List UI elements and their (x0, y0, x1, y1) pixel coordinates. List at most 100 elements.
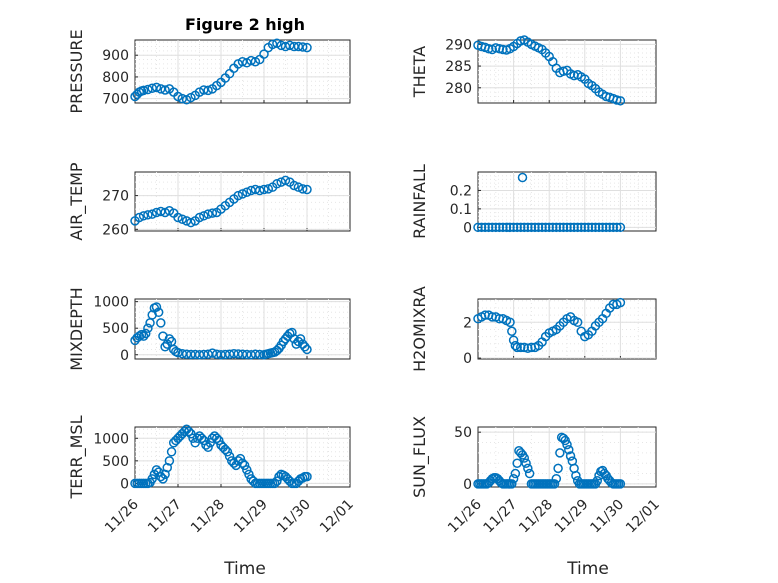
rainfall-data-point (519, 222, 530, 233)
rainfall-data-point (590, 222, 601, 233)
terr-msl-data-point (211, 433, 222, 444)
terr-msl-data-point (184, 426, 194, 437)
subplot-sun-flux: 0 50 SUN_FLUX 11/2611/2711/2811/2911/3012/0… (410, 416, 663, 536)
terr-msl-data-point (239, 460, 250, 471)
rainfall-data-point (491, 222, 501, 233)
subplot-h2omixra: 0 2 H2OMIXRA (410, 286, 657, 372)
theta-y-tick-label: 290 (445, 37, 472, 53)
terr-msl-data-point (235, 453, 246, 464)
rainfall-data-point (612, 222, 622, 233)
air-temp-data-point (302, 184, 312, 195)
pressure-data-point (138, 85, 149, 96)
terr-msl-data-point (158, 474, 168, 484)
h2omixra-data-point (505, 317, 515, 328)
theta-data-point (498, 44, 508, 55)
air-temp-data-point (134, 212, 145, 223)
theta-y-tick-label: 285 (445, 59, 472, 75)
sun-flux-data-point (592, 476, 603, 486)
sun-flux-y-tick-label: 50 (454, 425, 472, 441)
mixdepth-data-point (302, 344, 312, 355)
mixdepth-data-point (156, 318, 166, 328)
terr-msl-x-tick-label: 11/27 (145, 497, 185, 537)
terr-msl-data-point (166, 447, 177, 457)
terr-msl-data-point (224, 451, 235, 462)
terr-msl-data-point (207, 433, 218, 444)
pressure-data-point (203, 85, 213, 96)
terr-msl-x-tick-label: 12/01 (317, 497, 357, 537)
mixdepth-axes-frame (134, 298, 351, 360)
terr-msl-data-point (164, 456, 175, 466)
sun-flux-data-point (512, 458, 522, 468)
h2omixra-y-tick-label: 0 (463, 351, 472, 367)
mixdepth-data-point (143, 323, 153, 333)
sun-flux-data-point (524, 468, 535, 479)
theta-data-point (615, 96, 626, 106)
rainfall-data-point (498, 222, 508, 233)
sun-flux-data-point (523, 463, 533, 474)
terr-msl-data-point (272, 476, 282, 486)
air-temp-data-point (297, 184, 308, 194)
h2omixra-data-point (572, 317, 583, 328)
rainfall-data-point (483, 222, 494, 233)
sun-flux-data-point (508, 473, 519, 484)
mixdepth-data-point (136, 329, 147, 340)
terr-msl-data-point (274, 471, 284, 482)
h2omixra-y-tick-label: 2 (463, 315, 472, 331)
air-temp-y-axis-label: AIR_TEMP (67, 162, 87, 240)
subplot-pressure: 700 800 900 PRESSURE (67, 29, 351, 114)
terr-msl-y-tick-label: 1000 (93, 431, 129, 447)
terr-msl-data-point (270, 478, 280, 489)
rainfall-data-point (533, 222, 544, 233)
sun-flux-data-point (562, 439, 572, 450)
sun-flux-y-axis-label: SUN_FLUX (410, 416, 430, 498)
air-temp-y-tick-label: 260 (102, 222, 129, 238)
rainfall-data-point (558, 222, 569, 233)
sun-flux-data-point (549, 479, 560, 489)
pressure-data-point (151, 82, 162, 93)
rainfall-y-tick-label: 0.2 (450, 183, 472, 199)
terr-msl-x-tick-label: 11/30 (274, 497, 314, 537)
terr-msl-data-point (222, 447, 233, 457)
mixdepth-data-point (300, 342, 310, 352)
rainfall-data-point (587, 222, 597, 233)
air-temp-data-point (293, 182, 304, 192)
rainfall-data-point (476, 222, 487, 233)
sun-flux-data-point (553, 463, 563, 474)
x-axis-label-left: Time (223, 559, 266, 579)
sun-flux-x-tick-label: 11/30 (587, 497, 627, 537)
rainfall-data-point (565, 222, 576, 233)
theta-y-tick-label: 280 (445, 81, 472, 97)
rainfall-data-point (517, 172, 528, 183)
terr-msl-data-point (199, 435, 209, 446)
subplot-mixdepth: 0 500 1000 MIXDEPTH (67, 287, 351, 371)
rainfall-data-point (583, 222, 594, 233)
subplot-terr-msl: 0 500 1000 TERR_MSL 11/26 11/27 11/28 11/29 11/3… (67, 415, 357, 536)
h2omixra-data-point (515, 342, 526, 353)
terr-msl-y-tick-label: 500 (102, 454, 129, 470)
air-temp-data-point (237, 189, 248, 199)
mixdepth-data-point (295, 334, 306, 344)
rainfall-data-point (523, 222, 533, 233)
rainfall-data-point (544, 222, 554, 233)
sun-flux-x-tick-label: 11/27 (481, 497, 521, 537)
rainfall-data-point (530, 222, 540, 233)
pressure-data-point (160, 85, 170, 95)
rainfall-data-point (548, 222, 558, 233)
rainfall-data-point (580, 222, 590, 233)
rainfall-data-point (615, 222, 626, 233)
terr-msl-data-point (214, 435, 224, 446)
mixdepth-data-point (160, 342, 170, 352)
terr-msl-data-point (237, 458, 248, 468)
terr-msl-data-point (297, 473, 308, 483)
air-temp-data-point (143, 210, 153, 220)
air-temp-data-point (147, 209, 157, 219)
pressure-y-tick-label: 800 (102, 70, 129, 86)
rainfall-data-point (601, 222, 611, 233)
air-temp-data-point (177, 214, 188, 224)
h2omixra-data-point (507, 326, 517, 336)
rainfall-data-point (508, 222, 519, 233)
air-temp-data-point (263, 184, 274, 194)
sun-flux-data-point (507, 479, 517, 489)
terr-msl-data-point (186, 429, 196, 439)
